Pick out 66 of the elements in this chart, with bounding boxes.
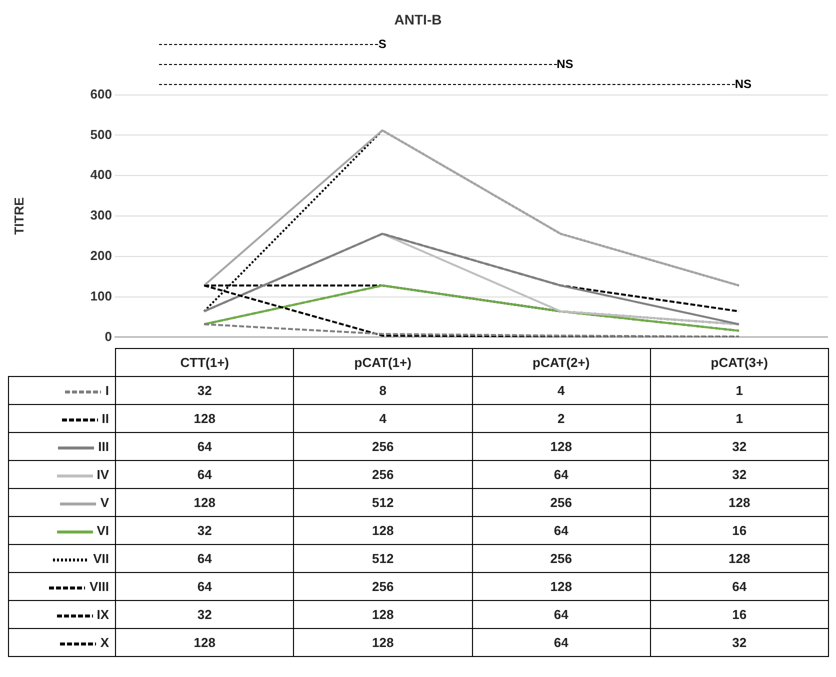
data-label: 256 [472,544,650,572]
data-label: 16 [650,516,828,544]
legend-label: III [98,439,109,454]
data-label: 512 [294,544,472,572]
data-label: 32 [650,432,828,460]
x-tick-label: pCAT(2+) [472,348,650,376]
data-label: 32 [116,600,294,628]
data-label: 32 [650,460,828,488]
data-label: 8 [294,376,472,404]
chart-title: ANTI-B [394,11,442,28]
data-label: 4 [472,376,650,404]
data-label: 64 [116,432,294,460]
data-label: 1 [650,376,828,404]
y-tick-label: 100 [90,288,112,304]
data-label: 64 [472,516,650,544]
data-label: 16 [650,600,828,628]
legend-label: IX [96,607,109,622]
data-label: 64 [472,628,650,656]
y-tick-label: 200 [90,248,112,263]
data-label: 128 [650,544,828,572]
data-label: 64 [116,544,294,572]
legend-label: II [102,411,109,426]
data-label: 32 [650,628,828,656]
legend-label: VII [93,551,109,566]
legend-label: V [100,495,109,510]
y-tick-label: 0 [104,328,112,344]
x-tick-label: CTT(1+) [116,348,294,376]
y-tick-label: 300 [90,208,112,223]
legend-label: IV [96,467,109,482]
data-label: 64 [116,460,294,488]
data-label: 128 [650,488,828,516]
data-label: 256 [472,488,650,516]
text: NS [734,77,752,91]
data-label: 2 [472,404,650,432]
data-label: 128 [116,488,294,516]
legend-label: X [100,635,109,650]
data-label: 32 [116,516,294,544]
y-tick-label: 500 [90,126,112,142]
data-label: 128 [472,572,650,600]
legend-label: I [105,383,109,398]
data-label: 128 [116,404,294,432]
legend-label: VI [96,523,109,538]
y-tick-label: 400 [90,167,112,182]
data-label: 256 [294,460,472,488]
y-tick-label: 600 [90,86,112,102]
text: S [378,37,386,51]
data-label: 64 [116,572,294,600]
x-tick-label: pCAT(3+) [650,348,828,376]
data-label: 128 [294,516,472,544]
legend-label: VIII [89,579,109,594]
data-label: 512 [294,488,472,516]
data-label: 1 [650,404,828,432]
text: NS [556,57,574,71]
data-label: 128 [472,432,650,460]
data-label: 128 [294,600,472,628]
data-label: 64 [650,572,828,600]
data-label: 256 [294,432,472,460]
data-label: 128 [294,628,472,656]
x-tick-label: pCAT(1+) [294,348,472,376]
data-label: 256 [294,572,472,600]
data-label: 64 [472,460,650,488]
data-label: 64 [472,600,650,628]
data-label: 128 [116,628,294,656]
data-label: 32 [116,376,294,404]
y-axis-title: TITRE [11,196,26,235]
data-label: 4 [294,404,472,432]
